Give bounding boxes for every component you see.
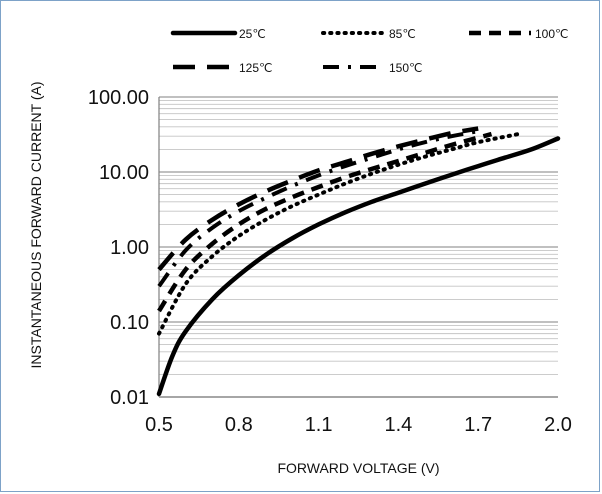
y-tick-label: 10.00	[99, 162, 149, 184]
x-tick-label: 0.8	[225, 414, 253, 436]
legend-label: 125℃	[239, 61, 273, 75]
y-tick-label: 0.01	[110, 387, 149, 409]
legend-label: 150℃	[389, 61, 423, 75]
series-line	[157, 126, 479, 272]
series-line	[157, 131, 493, 313]
x-tick-label: 1.7	[464, 414, 492, 436]
y-axis-title: INSTANTANEOUS FORWARD CURRENT (A)	[28, 81, 44, 368]
x-tick-label: 2.0	[544, 414, 572, 436]
legend-label: 100℃	[535, 27, 569, 41]
series-line	[157, 132, 521, 336]
x-tick-label: 1.4	[384, 414, 412, 436]
x-tick-label: 0.5	[145, 414, 173, 436]
series-line	[157, 129, 479, 288]
x-tick-label: 1.1	[305, 414, 333, 436]
series-line	[156, 136, 561, 397]
y-tick-label: 100.00	[88, 87, 149, 109]
y-tick-label: 1.00	[110, 237, 149, 259]
x-axis-title: FORWARD VOLTAGE (V)	[277, 460, 439, 476]
legend-label: 25℃	[239, 27, 266, 41]
y-tick-label: 0.10	[110, 312, 149, 334]
legend-label: 85℃	[389, 27, 416, 41]
